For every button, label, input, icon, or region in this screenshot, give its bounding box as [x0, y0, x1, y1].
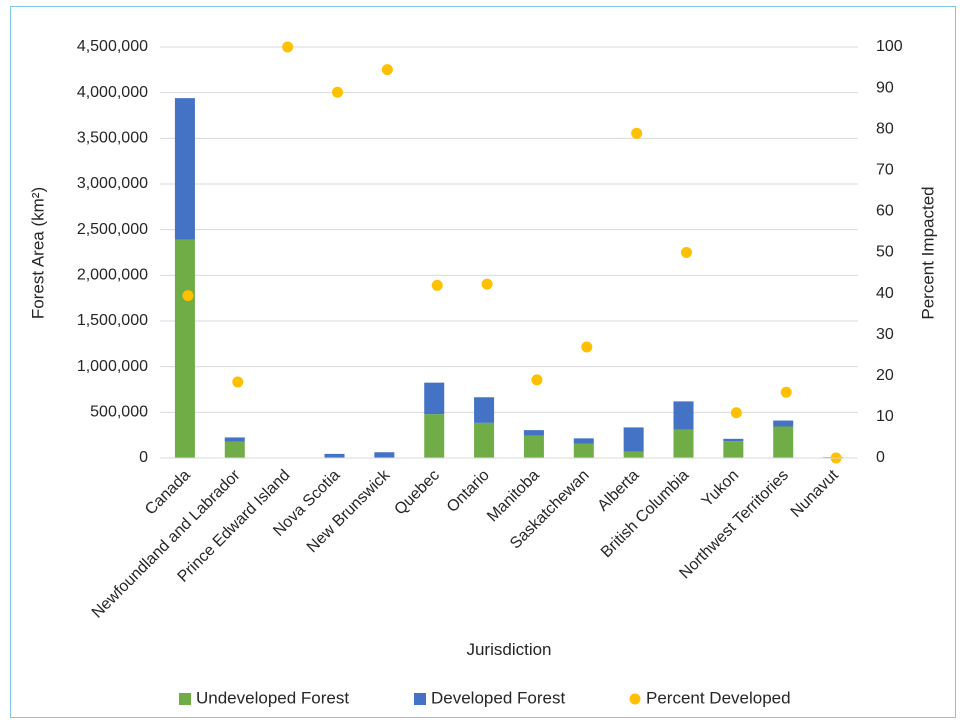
legend-swatch-undeveloped-forest [179, 693, 191, 705]
x-tick-label: British Columbia [598, 467, 692, 561]
bar-developed-forest [773, 420, 794, 427]
right-tick-label: 40 [876, 285, 894, 302]
right-tick-label: 70 [876, 162, 894, 179]
left-tick-label: 1,000,000 [77, 358, 148, 375]
right-tick-label: 30 [876, 326, 894, 343]
point-percent-developed [780, 386, 792, 398]
bar-developed-forest [673, 401, 694, 430]
point-percent-developed [581, 341, 593, 353]
right-tick-label: 0 [876, 449, 885, 466]
legend-label-percent-developed: Percent Developed [646, 688, 791, 707]
x-tick-label: Quebec [391, 467, 443, 519]
x-tick-label: Nunavut [788, 466, 843, 521]
left-tick-label: 4,000,000 [77, 84, 148, 101]
left-tick-label: 0 [139, 449, 148, 466]
bar-undeveloped-forest [673, 429, 694, 458]
bar-developed-forest [224, 437, 245, 442]
point-percent-developed [631, 127, 643, 139]
y-axis-left-title: Forest Area (km²) [28, 187, 47, 319]
bar-developed-forest [374, 452, 395, 458]
bar-developed-forest [324, 453, 345, 458]
left-tick-label: 500,000 [90, 404, 148, 421]
point-percent-developed [531, 374, 543, 386]
bar-undeveloped-forest [174, 239, 195, 458]
legend-label-undeveloped-forest: Undeveloped Forest [196, 688, 349, 707]
right-axis-ticks: 0 10 20 30 40 50 60 70 80 90 100 [876, 38, 903, 466]
bars [174, 98, 844, 458]
left-axis-ticks: 0 500,000 1,000,000 1,500,000 2,000,000 2,500… [77, 38, 148, 466]
bar-developed-forest [174, 98, 195, 240]
y-axis-right-title: Percent Impacted [918, 186, 937, 319]
point-percent-developed [431, 279, 443, 291]
chart-frame [10, 6, 956, 718]
left-tick-label: 3,500,000 [77, 130, 148, 147]
right-tick-label: 60 [876, 203, 894, 220]
bar-developed-forest [424, 382, 445, 415]
x-tick-label: Alberta [595, 467, 643, 515]
right-tick-label: 20 [876, 367, 894, 384]
bar-undeveloped-forest [623, 451, 644, 458]
gridlines [160, 46, 858, 413]
x-tick-label: Ontario [444, 467, 493, 516]
bar-undeveloped-forest [424, 414, 445, 458]
x-axis-title: Jurisdiction [466, 640, 551, 659]
point-percent-developed [332, 86, 343, 98]
bar-undeveloped-forest [573, 443, 594, 458]
legend-label-developed-forest: Developed Forest [431, 688, 565, 707]
left-tick-label: 2,000,000 [77, 267, 148, 284]
bar-undeveloped-forest [773, 426, 794, 458]
left-tick-label: 3,000,000 [77, 175, 148, 192]
x-tick-label: Canada [142, 467, 194, 519]
x-tick-label: Yukon [699, 467, 742, 510]
right-tick-label: 100 [876, 38, 903, 55]
legend-swatch-percent-developed [629, 693, 641, 705]
bar-undeveloped-forest [474, 422, 495, 458]
legend-swatch-developed-forest [414, 693, 426, 705]
right-tick-label: 90 [876, 79, 894, 96]
bar-developed-forest [623, 427, 644, 452]
bar-developed-forest [723, 438, 744, 442]
point-percent-developed [282, 41, 294, 53]
point-percent-developed [481, 278, 493, 290]
points [182, 41, 842, 464]
bar-undeveloped-forest [723, 441, 744, 458]
bar-developed-forest [474, 397, 495, 423]
point-percent-developed [232, 376, 244, 388]
legend: Undeveloped Forest Developed Forest Percen… [179, 688, 791, 707]
bar-developed-forest [573, 438, 594, 444]
left-tick-label: 1,500,000 [77, 312, 148, 329]
left-tick-label: 2,500,000 [77, 221, 148, 238]
right-tick-label: 80 [876, 120, 894, 137]
point-percent-developed [681, 247, 692, 258]
point-percent-developed [182, 290, 194, 302]
point-percent-developed [730, 407, 742, 419]
point-percent-developed [381, 64, 393, 76]
bar-undeveloped-forest [523, 435, 544, 458]
left-tick-label: 4,500,000 [77, 38, 148, 55]
right-tick-label: 10 [876, 408, 894, 425]
bar-undeveloped-forest [224, 441, 245, 458]
right-tick-label: 50 [876, 244, 894, 261]
bar-developed-forest [523, 430, 544, 436]
